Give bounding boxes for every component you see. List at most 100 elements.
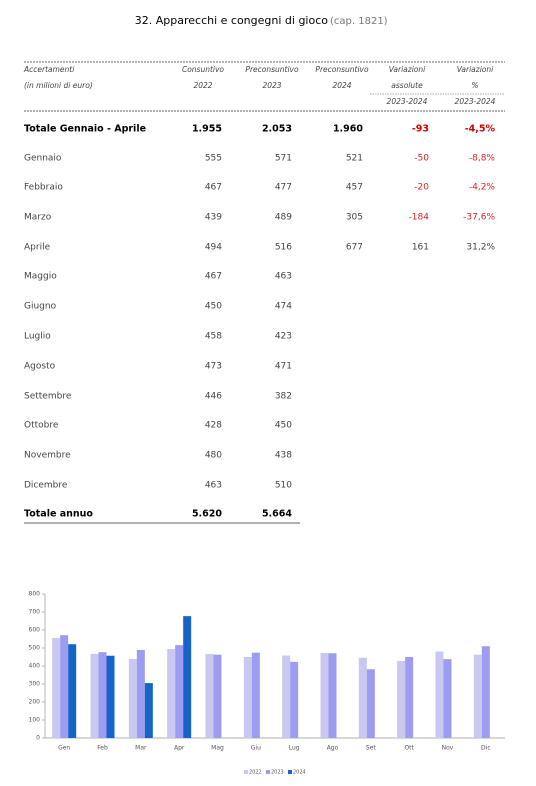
row-label: Novembre <box>24 451 71 461</box>
bar <box>397 660 406 738</box>
legend-label: 2022 <box>249 770 262 776</box>
column-header: Consuntivo <box>182 65 224 74</box>
table-cell: 450 <box>275 421 292 431</box>
table-cell: 2.053 <box>262 124 292 135</box>
column-header: assolute <box>391 81 423 90</box>
bar <box>106 655 115 738</box>
table-cell: -37,6% <box>463 213 495 223</box>
table-cell: -50 <box>414 154 429 164</box>
table-cell: 5.664 <box>262 509 292 520</box>
column-header: Variazioni <box>457 65 494 74</box>
column-header: % <box>471 81 478 90</box>
table-cell: 463 <box>205 481 222 491</box>
bar <box>243 657 252 738</box>
bar <box>328 653 337 738</box>
bar <box>205 653 214 738</box>
table-cell: 305 <box>346 213 363 223</box>
column-header: Accertamenti <box>23 65 75 74</box>
table-cell: 474 <box>275 302 292 312</box>
x-tick-label: Lug <box>289 745 300 752</box>
table-cell: -184 <box>409 213 430 223</box>
row-label: Giugno <box>24 302 57 312</box>
bar <box>481 646 490 738</box>
legend-swatch <box>266 770 270 774</box>
y-tick-label: 200 <box>29 699 41 706</box>
column-header: 2023 <box>262 81 281 90</box>
y-tick-label: 600 <box>29 627 41 634</box>
bar <box>52 638 61 738</box>
x-tick-label: Dic <box>481 745 491 752</box>
x-tick-label: Mag <box>211 745 224 752</box>
table-cell: 555 <box>205 154 222 164</box>
row-label: Totale annuo <box>24 509 93 520</box>
table-cell: -4,5% <box>465 124 496 135</box>
x-tick-label: Nov <box>442 745 454 752</box>
legend-swatch <box>288 770 292 774</box>
table-cell: 480 <box>205 451 222 461</box>
table-cell: 571 <box>275 154 292 164</box>
bar <box>443 659 452 738</box>
bar <box>68 644 77 738</box>
table-cell: 494 <box>205 243 222 253</box>
bar <box>183 616 192 738</box>
row-label: Maggio <box>24 272 57 282</box>
row-label: Dicembre <box>24 481 68 491</box>
table-cell: -93 <box>412 124 429 135</box>
table-cell: 31,2% <box>466 243 495 253</box>
bar <box>290 661 299 738</box>
bar <box>435 651 444 738</box>
x-tick-label: Gen <box>58 745 70 752</box>
table-cell: 382 <box>275 392 292 402</box>
legend-label: 2023 <box>271 770 284 776</box>
column-header: Preconsuntivo <box>315 65 369 74</box>
bar <box>405 657 414 738</box>
table-cell: 473 <box>205 362 222 372</box>
row-label: Gennaio <box>24 154 62 164</box>
y-tick-label: 500 <box>29 645 41 652</box>
table-cell: 161 <box>412 243 429 253</box>
y-tick-label: 0 <box>36 735 40 742</box>
table-cell: -4,2% <box>469 183 496 193</box>
x-tick-label: Feb <box>97 745 108 752</box>
x-tick-label: Apr <box>174 745 185 752</box>
table-cell: 438 <box>275 451 292 461</box>
bar <box>175 645 184 738</box>
bar <box>251 652 260 738</box>
table-cell: 510 <box>275 481 292 491</box>
table-cell: 439 <box>205 213 222 223</box>
row-label: Febbraio <box>24 183 63 193</box>
column-header: Preconsuntivo <box>245 65 299 74</box>
bar <box>366 669 375 738</box>
row-label: Totale Gennaio - Aprile <box>24 124 146 135</box>
bar <box>358 657 367 738</box>
column-header: 2023-2024 <box>387 97 428 106</box>
table-cell: 5.620 <box>192 509 222 520</box>
table-cell: -20 <box>414 183 429 193</box>
table-cell: 423 <box>275 332 292 342</box>
table-cell: 521 <box>346 154 363 164</box>
row-label: Agosto <box>24 362 56 372</box>
column-header: 2023-2024 <box>455 97 496 106</box>
table-cell: 677 <box>346 243 363 253</box>
x-tick-label: Set <box>366 745 377 752</box>
bar <box>473 654 482 738</box>
table-cell: 446 <box>205 392 222 402</box>
bar <box>128 658 137 738</box>
bar <box>60 635 69 738</box>
legend-label: 2024 <box>293 770 306 776</box>
bar <box>98 652 107 738</box>
table-cell: 489 <box>275 213 292 223</box>
title-note: (cap. 1821) <box>330 16 388 27</box>
table-cell: 516 <box>275 243 292 253</box>
x-tick-label: Ago <box>327 745 339 752</box>
bar <box>167 649 176 738</box>
table-cell: 471 <box>275 362 292 372</box>
row-label: Aprile <box>24 243 51 253</box>
y-tick-label: 800 <box>29 591 41 598</box>
row-label: Ottobre <box>24 421 59 431</box>
row-label: Luglio <box>24 332 51 342</box>
table-cell: 1.960 <box>333 124 363 135</box>
table-cell: -8,8% <box>469 154 496 164</box>
row-label: Marzo <box>24 213 52 223</box>
